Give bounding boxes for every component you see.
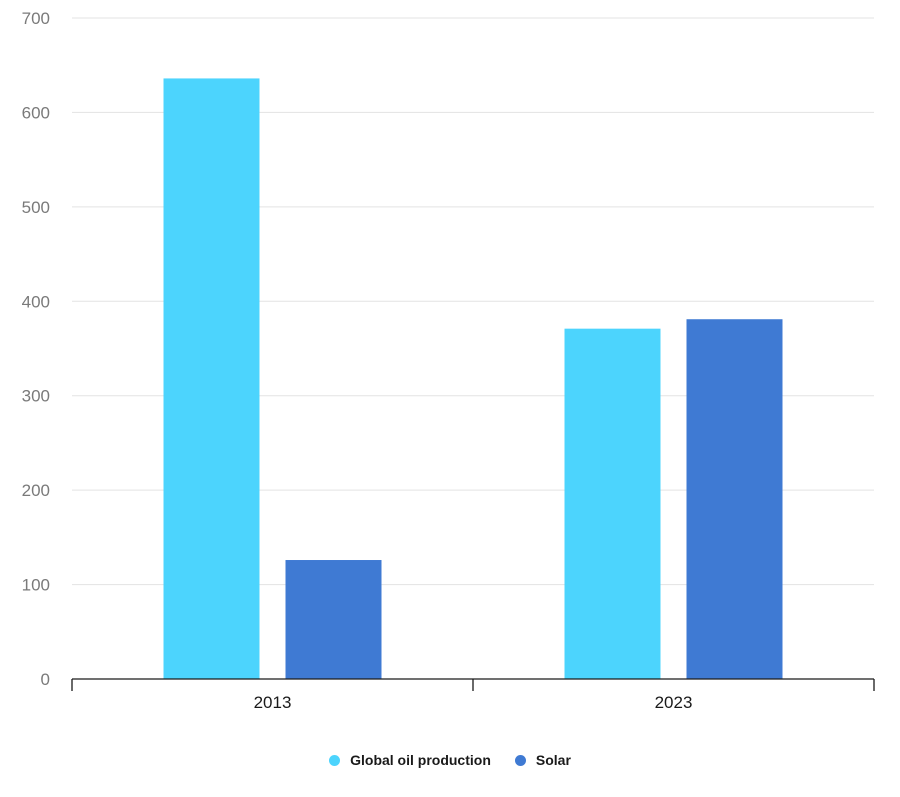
bar-solar-2023[interactable] [686,319,783,679]
x-tick-label: 2013 [254,693,292,712]
legend-swatch [514,754,526,766]
legend: Global oil production Solar [0,748,900,772]
bars[interactable] [163,78,783,680]
x-axis-tick-labels: 2013 2023 [254,693,693,712]
y-tick-label: 300 [22,387,50,406]
legend-swatch [329,754,341,766]
legend-label: Solar [535,752,571,768]
bar-global-oil-production-2023[interactable] [564,328,661,679]
x-tick-label: 2023 [655,693,693,712]
y-tick-label: 200 [22,481,50,500]
y-tick-label: 400 [22,292,50,311]
y-axis-tick-labels: 0 100 200 300 400 500 600 700 [22,9,50,689]
legend-item-global-oil-production[interactable]: Global oil production [329,752,491,768]
bar-global-oil-production-2013[interactable] [163,78,260,680]
x-axis [71,678,875,691]
y-tick-label: 500 [22,198,50,217]
y-tick-label: 0 [41,670,50,689]
legend-item-solar[interactable]: Solar [514,752,571,768]
bar-solar-2013[interactable] [285,560,382,679]
y-tick-label: 700 [22,9,50,28]
legend-label: Global oil production [350,752,491,768]
y-tick-label: 100 [22,576,50,595]
y-tick-label: 600 [22,103,50,122]
